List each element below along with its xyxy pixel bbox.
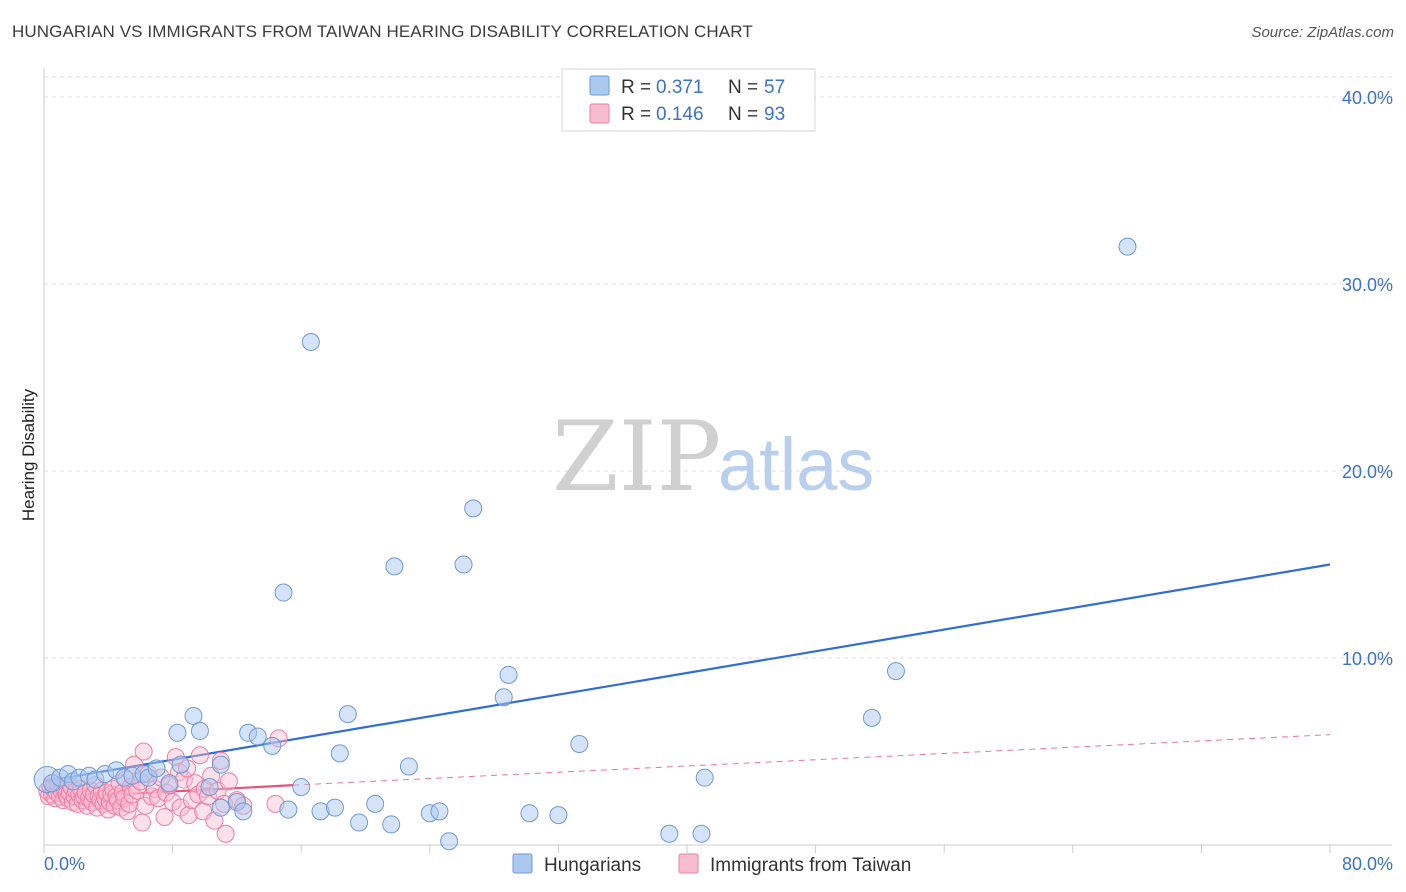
data-point-hungarians	[660, 824, 679, 843]
watermark-atlas: atlas	[718, 423, 874, 506]
legend-r-value: 0.371	[656, 77, 704, 98]
data-point-taiwan	[133, 813, 152, 832]
data-point-taiwan	[179, 806, 198, 825]
data-point-hungarians	[454, 555, 473, 574]
legend-r-value: 0.146	[656, 104, 704, 125]
trend-line-hungarians	[43, 563, 1331, 783]
legend-n-label: N =	[728, 77, 758, 98]
y-tick-label: 20.0%	[1342, 462, 1393, 482]
data-point-hungarians	[1118, 237, 1137, 256]
legend-swatch-taiwan	[589, 103, 610, 124]
data-point-hungarians	[160, 774, 179, 793]
data-point-taiwan	[118, 802, 137, 821]
y-tick-label: 10.0%	[1342, 649, 1393, 669]
data-point-hungarians	[440, 832, 459, 851]
data-point-hungarians	[190, 721, 209, 740]
data-point-hungarians	[499, 665, 518, 684]
data-point-hungarians	[279, 800, 298, 819]
data-point-hungarians	[147, 759, 166, 778]
x-tick-label: 0.0%	[44, 854, 85, 874]
data-point-hungarians	[263, 736, 282, 755]
gridlines	[44, 76, 1392, 659]
bottom-legend-swatch-hungarians	[512, 853, 533, 874]
legend-swatch-hungarians	[589, 75, 610, 96]
source-attribution: Source: ZipAtlas.com	[1251, 24, 1394, 41]
bottom-legend-label-taiwan: Immigrants from Taiwan	[710, 855, 911, 876]
data-point-hungarians	[211, 798, 230, 817]
legend-n-value: 93	[764, 104, 785, 125]
data-point-taiwan	[190, 746, 209, 765]
legend-n-value: 57	[764, 77, 785, 98]
data-point-hungarians	[330, 744, 349, 763]
legend-n-label: N =	[728, 104, 758, 125]
bottom-legend-label-hungarians: Hungarians	[544, 855, 641, 876]
legend: R = 0.371 N = 57 R = 0.146 N = 93	[561, 68, 816, 132]
x-tick-label: 80.0%	[1342, 854, 1393, 874]
data-point-hungarians	[385, 557, 404, 576]
data-point-hungarians	[430, 802, 449, 821]
data-point-taiwan	[216, 824, 235, 843]
y-tick-label: 30.0%	[1342, 275, 1393, 295]
data-point-hungarians	[292, 778, 311, 797]
legend-r-label: R =	[621, 104, 651, 125]
bottom-legend-swatch-taiwan	[678, 853, 699, 874]
data-point-hungarians	[301, 332, 320, 351]
y-axis-label: Hearing Disability	[19, 388, 38, 521]
y-tick-label: 40.0%	[1342, 88, 1393, 108]
data-point-hungarians	[399, 757, 418, 776]
data-point-hungarians	[886, 662, 905, 681]
watermark-zip: ZIP	[552, 401, 721, 513]
data-point-hungarians	[382, 815, 401, 834]
data-point-taiwan	[134, 742, 153, 761]
data-point-hungarians	[200, 778, 219, 797]
bottom-legend: Hungarians Immigrants from Taiwan	[512, 853, 911, 876]
data-point-taiwan	[219, 772, 238, 791]
data-point-hungarians	[184, 706, 203, 725]
data-point-hungarians	[211, 755, 230, 774]
data-point-hungarians	[464, 499, 483, 518]
data-point-hungarians	[520, 804, 539, 823]
data-point-hungarians	[234, 802, 253, 821]
data-point-hungarians	[168, 723, 187, 742]
data-point-hungarians	[366, 794, 385, 813]
data-point-hungarians	[570, 735, 589, 754]
data-point-hungarians	[350, 813, 369, 832]
data-point-taiwan	[155, 807, 174, 826]
data-point-hungarians	[248, 727, 267, 746]
trend-line-taiwan-extended	[293, 734, 1331, 786]
data-point-hungarians	[862, 708, 881, 727]
trend-lines	[43, 563, 1331, 800]
data-point-hungarians	[695, 768, 714, 787]
data-point-hungarians	[274, 583, 293, 602]
data-point-hungarians	[171, 755, 190, 774]
data-point-hungarians	[338, 705, 357, 724]
legend-r-label: R =	[621, 77, 651, 98]
data-point-hungarians	[549, 806, 568, 825]
data-point-hungarians	[494, 688, 513, 707]
watermark: ZIP atlas	[552, 401, 874, 513]
series-hungarians	[33, 237, 1137, 851]
data-point-hungarians	[325, 798, 344, 817]
tick-labels: 10.0% 20.0% 30.0% 40.0% 0.0% 80.0%	[44, 88, 1393, 874]
chart-title: HUNGARIAN VS IMMIGRANTS FROM TAIWAN HEAR…	[12, 22, 753, 41]
data-point-hungarians	[692, 824, 711, 843]
axes	[43, 68, 1392, 853]
